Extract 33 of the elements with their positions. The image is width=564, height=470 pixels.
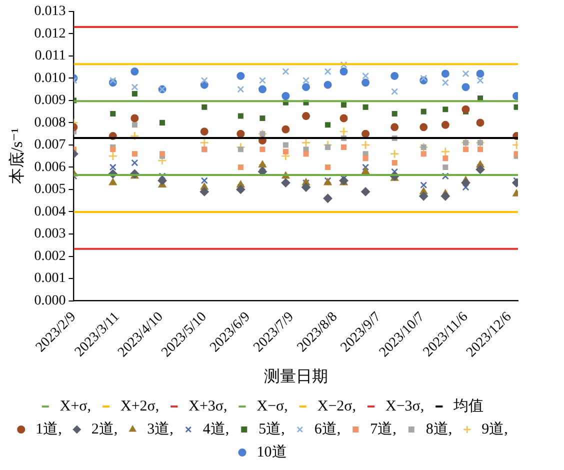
y-tick-label: 0.004: [34, 204, 66, 220]
y-tick-label: 0.006: [34, 160, 66, 175]
legend-label: 3道,: [147, 420, 174, 438]
legend-label: 5道,: [258, 420, 285, 438]
legend-label: 6道,: [314, 420, 341, 438]
legend-label: 1道,: [36, 420, 62, 438]
y-tick-label: 0.009: [34, 93, 66, 108]
legend-label: 10道: [256, 443, 287, 460]
legend-label: X−σ,: [256, 398, 288, 414]
y-tick-label: 0.007: [34, 138, 66, 153]
legend-label: 8道,: [426, 420, 452, 438]
y-tick-label: 0.008: [34, 115, 66, 130]
legend-label: 9道,: [482, 420, 508, 438]
y-axis-title: 本底/s⁻¹: [8, 128, 26, 184]
y-tick-label: 0.010: [34, 70, 66, 86]
legend-label: X−3σ,: [386, 398, 424, 414]
legend-label: 均值: [452, 397, 484, 414]
x-axis-title: 测量日期: [264, 368, 328, 386]
y-tick-label: 0.003: [34, 226, 66, 242]
legend-label: X+σ,: [60, 398, 92, 414]
legend-label: 2道,: [91, 420, 118, 438]
y-tick-label: 0.012: [34, 26, 66, 42]
legend-label: X+3σ,: [188, 398, 228, 414]
y-tick-label: 0.000: [34, 293, 66, 308]
legend-label: X−2σ,: [317, 398, 356, 414]
y-tick-label: 0.002: [34, 248, 66, 264]
legend-label: 7道,: [370, 420, 396, 438]
legend-label: X+2σ,: [120, 398, 160, 414]
y-tick-label: 0.013: [34, 4, 66, 20]
legend-label: 4道,: [202, 420, 230, 438]
y-tick-label: 0.005: [34, 182, 66, 198]
y-tick-label: 0.001: [34, 271, 66, 286]
y-tick-label: 0.011: [34, 48, 66, 64]
